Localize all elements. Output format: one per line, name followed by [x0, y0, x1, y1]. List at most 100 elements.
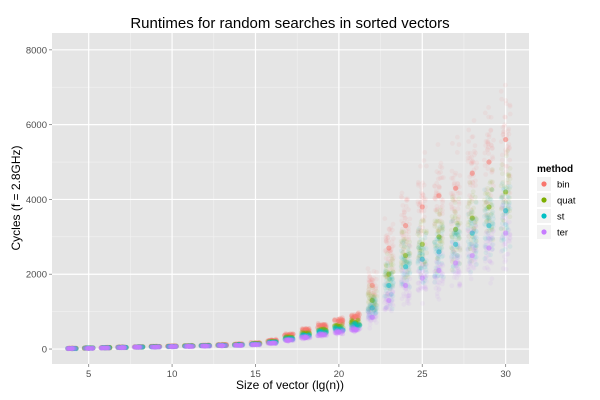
- data-point: [432, 183, 437, 189]
- data-points: [65, 82, 513, 352]
- data-point: [507, 111, 513, 117]
- data-point: [403, 241, 409, 247]
- data-point: [107, 345, 113, 351]
- data-point-center: [69, 345, 75, 352]
- data-point: [370, 277, 376, 283]
- data-point: [403, 231, 409, 237]
- data-point: [366, 270, 372, 276]
- data-point: [340, 320, 346, 325]
- data-point: [486, 222, 492, 228]
- data-point: [399, 226, 405, 232]
- data-point: [65, 345, 71, 351]
- data-point: [224, 342, 229, 348]
- data-point: [368, 288, 374, 294]
- data-point: [400, 276, 406, 281]
- data-point: [507, 235, 513, 241]
- data-point: [503, 114, 508, 120]
- data-point: [453, 197, 458, 202]
- data-point-center: [486, 245, 492, 251]
- data-point: [148, 344, 154, 350]
- data-point: [224, 341, 229, 347]
- data-point: [472, 143, 478, 149]
- data-point: [348, 319, 354, 325]
- data-point: [182, 343, 188, 349]
- data-point: [357, 321, 363, 327]
- data-point: [367, 275, 372, 280]
- data-point: [467, 182, 473, 188]
- data-point: [423, 196, 428, 202]
- data-point: [315, 320, 321, 326]
- data-point: [434, 231, 440, 237]
- data-point: [165, 343, 171, 349]
- data-point: [207, 343, 212, 349]
- data-point: [115, 344, 121, 350]
- data-point: [489, 146, 495, 151]
- data-point: [207, 342, 213, 348]
- data-point: [274, 338, 279, 344]
- data-point: [81, 345, 87, 351]
- data-point: [452, 271, 458, 277]
- data-point: [385, 259, 391, 265]
- data-point: [383, 238, 389, 243]
- data-point: [157, 343, 163, 349]
- data-point: [388, 230, 393, 236]
- data-point: [469, 159, 475, 164]
- data-point: [106, 345, 112, 350]
- grid-minor: [52, 33, 529, 364]
- data-point: [419, 196, 425, 201]
- data-point: [373, 307, 379, 313]
- data-point: [404, 197, 410, 203]
- data-point: [432, 240, 437, 245]
- data-point: [365, 305, 371, 311]
- data-point: [485, 139, 490, 145]
- data-point: [257, 340, 263, 346]
- data-point: [348, 321, 354, 327]
- data-point: [366, 280, 372, 285]
- data-point: [434, 169, 440, 175]
- data-point: [385, 263, 391, 269]
- data-point: [457, 283, 463, 289]
- data-point: [215, 343, 220, 348]
- data-point: [506, 173, 512, 179]
- data-point-center: [453, 185, 459, 191]
- data-point: [507, 157, 513, 163]
- data-point: [488, 179, 493, 185]
- data-point: [291, 338, 296, 343]
- data-point: [470, 158, 475, 164]
- data-point: [489, 187, 495, 193]
- data-point: [107, 345, 113, 351]
- data-point: [417, 224, 423, 230]
- data-point: [490, 167, 495, 173]
- data-point: [265, 339, 271, 344]
- data-point: [315, 324, 321, 330]
- data-point: [374, 302, 380, 308]
- data-point-center: [286, 337, 292, 343]
- data-point: [421, 158, 427, 163]
- data-point: [383, 238, 389, 244]
- data-point: [483, 172, 489, 177]
- data-point: [470, 134, 476, 139]
- data-point: [207, 343, 213, 349]
- data-point: [507, 173, 513, 179]
- data-point: [148, 343, 154, 349]
- data-point: [438, 204, 443, 210]
- data-point: [468, 195, 474, 200]
- data-point: [190, 343, 196, 349]
- data-point: [340, 321, 346, 327]
- data-point: [435, 176, 441, 182]
- data-point-center: [419, 275, 425, 281]
- data-point: [486, 134, 492, 140]
- data-point: [488, 193, 494, 199]
- data-point: [340, 318, 345, 324]
- data-point: [434, 206, 440, 212]
- data-point-center: [319, 323, 325, 329]
- data-point: [500, 225, 505, 230]
- data-point: [165, 343, 170, 349]
- data-point: [419, 191, 425, 197]
- data-point: [419, 209, 425, 215]
- data-point: [174, 343, 180, 349]
- data-point: [315, 325, 321, 331]
- data-point: [500, 192, 506, 198]
- data-point: [402, 215, 408, 221]
- data-point: [107, 345, 113, 351]
